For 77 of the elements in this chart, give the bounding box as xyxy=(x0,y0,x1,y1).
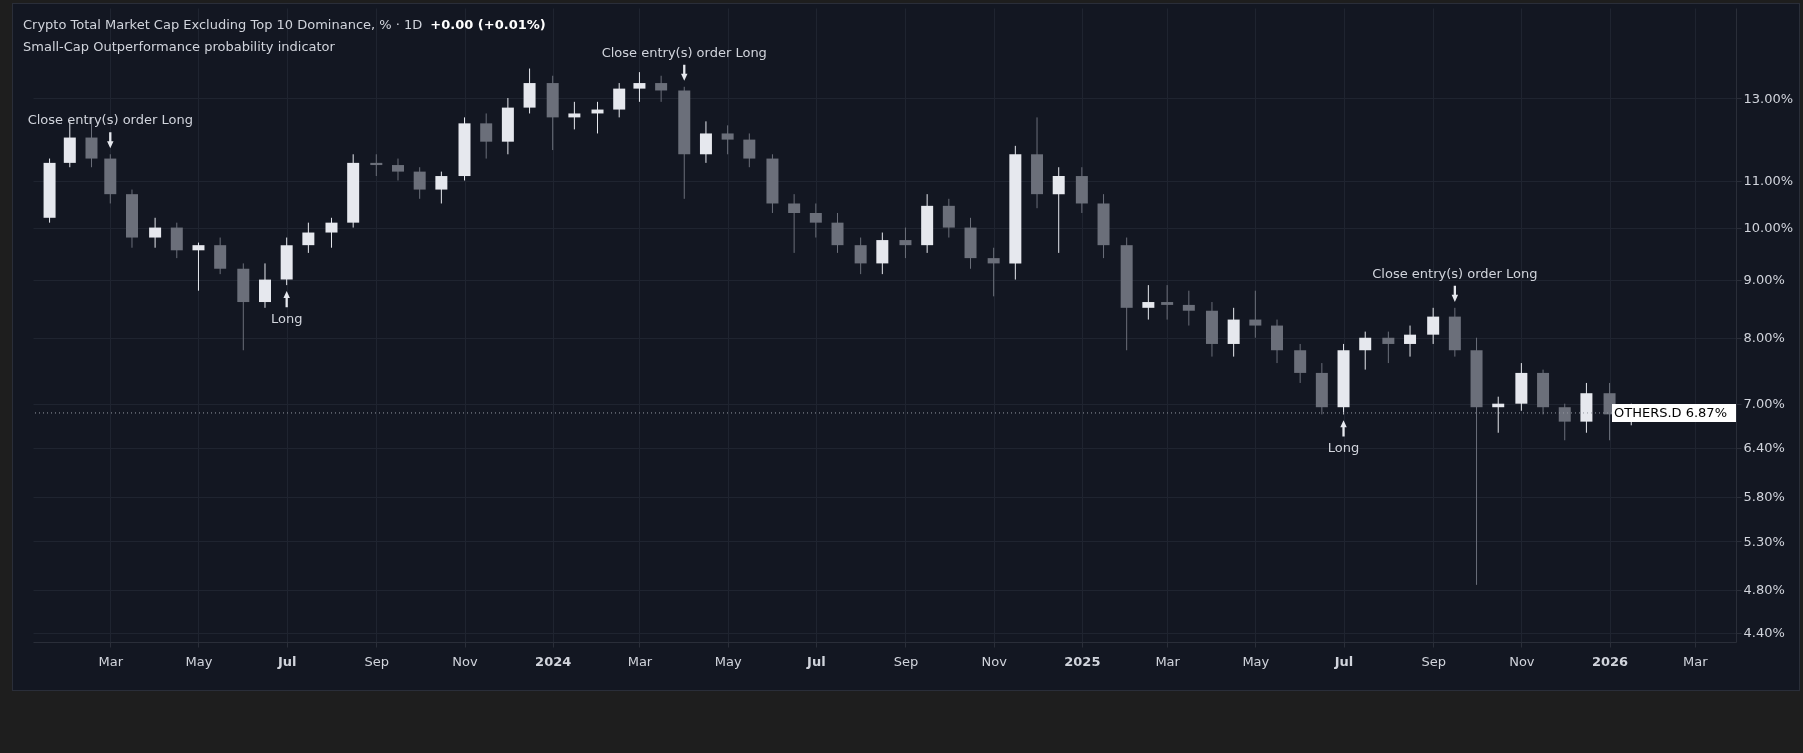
annotation: Close entry(s) order Long xyxy=(27,112,193,128)
x-tick-label: May xyxy=(185,653,213,669)
candlestick xyxy=(480,112,493,160)
y-tick-label: 7.00% xyxy=(1743,396,1785,412)
y-tick-label: 8.00% xyxy=(1743,330,1785,346)
candlestick xyxy=(192,242,205,292)
x-tick-label: Jul xyxy=(276,653,297,669)
y-tick-label: 13.00% xyxy=(1743,90,1794,106)
annotation: Close entry(s) order Long xyxy=(1372,265,1538,281)
candlestick xyxy=(1142,284,1155,321)
y-tick-label: 5.30% xyxy=(1743,533,1785,549)
candlestick xyxy=(1161,284,1174,321)
candlestick xyxy=(899,227,912,259)
candlestick xyxy=(699,120,712,164)
candlestick xyxy=(435,171,448,204)
candlestick xyxy=(1404,325,1417,358)
x-tick-label: Nov xyxy=(1509,653,1535,669)
candlestick xyxy=(170,222,183,259)
candlestick xyxy=(1558,403,1571,441)
x-tick-label: 2025 xyxy=(1064,653,1101,669)
candlestick xyxy=(655,75,668,103)
candlestick xyxy=(987,247,1000,297)
candlestick xyxy=(149,217,162,249)
candlestick xyxy=(1052,166,1065,254)
x-tick-label: Sep xyxy=(893,653,919,669)
annotation: Long xyxy=(270,311,303,327)
x-tick-label: Sep xyxy=(364,653,390,669)
candlestick xyxy=(1427,307,1440,345)
candlestick xyxy=(854,237,867,275)
candlestick xyxy=(1182,290,1195,327)
candlestick xyxy=(1249,290,1262,339)
candlestick xyxy=(876,232,889,275)
text: Small-Cap Outperformance probability indicator xyxy=(23,38,336,56)
candlestick xyxy=(1382,331,1395,364)
candlestick xyxy=(1359,331,1372,371)
candlestick xyxy=(214,237,227,275)
x-tick-label: Mar xyxy=(627,653,653,669)
x-tick-label: Nov xyxy=(981,653,1008,669)
x-tick-label: Jul xyxy=(806,653,826,669)
x-tick-label: Mar xyxy=(98,653,124,669)
x-tick-label: May xyxy=(714,653,742,669)
y-tick-label: 11.00% xyxy=(1743,173,1794,189)
x-tick-label: May xyxy=(1242,653,1270,669)
x-tick-label: Mar xyxy=(1683,653,1709,669)
x-tick-label: 2026 xyxy=(1591,653,1629,669)
candlestick xyxy=(831,212,844,254)
ref-line-label: OTHERS.D 6.87% xyxy=(1613,404,1727,420)
candlestick xyxy=(392,158,404,182)
candlestick xyxy=(302,222,315,254)
candlestick xyxy=(743,132,756,168)
candlestick xyxy=(788,193,801,254)
x-tick-label: 2024 xyxy=(535,653,572,669)
annotation: Long xyxy=(1327,440,1360,456)
y-tick-label: 4.40% xyxy=(1743,625,1785,641)
x-tick-label: Jul xyxy=(1333,653,1354,669)
candlestick xyxy=(633,71,646,103)
candlestick xyxy=(413,166,426,200)
candlestick xyxy=(325,217,338,249)
y-tick-label: 9.00% xyxy=(1743,272,1785,288)
candlestick xyxy=(809,202,822,239)
candlestick xyxy=(258,262,271,309)
y-tick-label: 5.80% xyxy=(1743,489,1785,505)
y-tick-label: 6.40% xyxy=(1743,440,1785,456)
annotation: +0.00 (+0.01%) xyxy=(430,17,546,32)
y-tick-label: 10.00% xyxy=(1743,220,1794,236)
candlestick xyxy=(721,124,734,155)
candlestick xyxy=(1294,343,1307,384)
candlestick xyxy=(613,82,626,118)
x-tick-label: Nov xyxy=(452,653,478,669)
x-tick-label: Sep xyxy=(1421,653,1446,669)
candlestick xyxy=(942,198,955,239)
candlestick xyxy=(568,101,581,130)
x-tick-label: Mar xyxy=(1155,653,1181,669)
annotation: Close entry(s) order Long xyxy=(601,44,767,60)
text: Crypto Total Market Cap Excluding Top 10 Dominance, % · 1D xyxy=(23,17,423,32)
y-tick-label: 4.80% xyxy=(1743,582,1785,598)
candlestick xyxy=(370,153,383,177)
